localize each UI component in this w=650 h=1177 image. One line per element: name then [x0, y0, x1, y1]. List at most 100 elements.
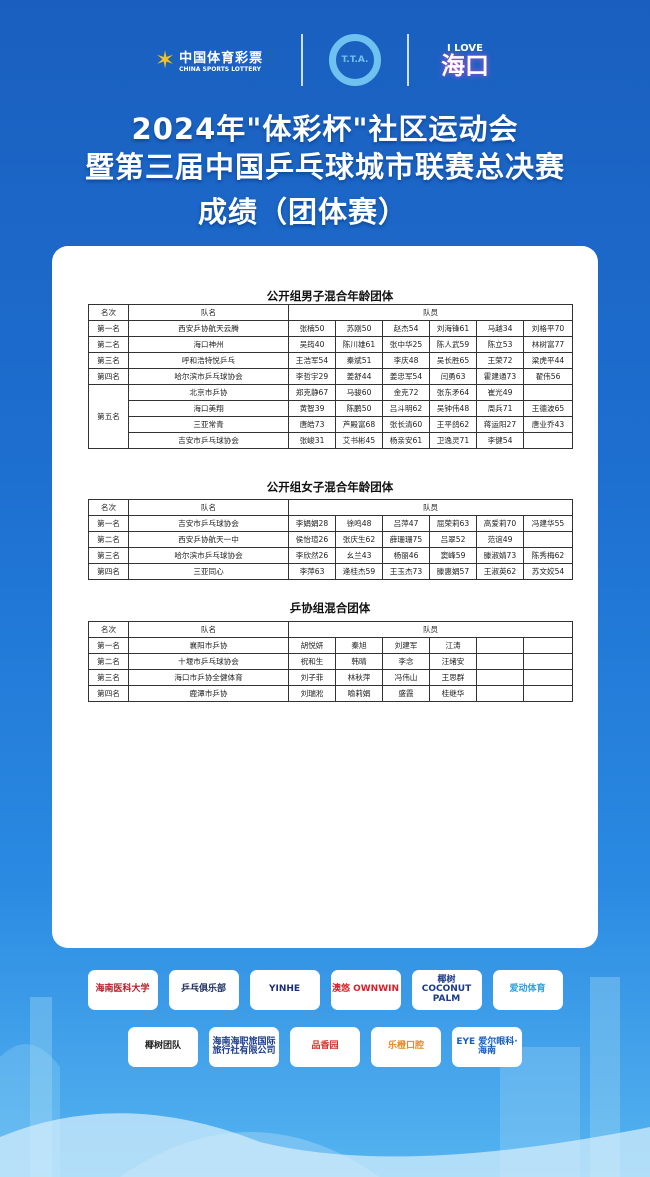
sponsor-logo-text: 爱动体育	[509, 984, 546, 995]
member-cell	[522, 637, 574, 654]
member-cell: 张庆生62	[335, 531, 383, 548]
team-name-cell: 哈尔滨市乒乓球协会	[128, 547, 289, 564]
member-cell: 陈立53	[476, 336, 524, 353]
member-cell: 刘瑞淞	[288, 685, 336, 702]
member-cell: 霍建通73	[476, 368, 524, 385]
sponsor-logo: 椰树团队	[128, 1027, 198, 1067]
table-row: 海口美翔 黄智39 陈鹏50 吕斗明62 吴钟伟48 周兵71 王德波65	[89, 400, 574, 417]
member-cell	[522, 685, 574, 702]
sponsor-logo-text: YINHE	[268, 984, 301, 995]
sponsor-logo: EYE 爱尔眼科·海南	[452, 1027, 522, 1067]
rank-cell: 第二名	[88, 653, 129, 670]
table-row: 第一名 吉安市乒乓球协会 李娟娟28 徐鸣48 吕萍47 屈荣莉63 高爱莉70 冯建华55	[88, 515, 574, 532]
team-name-cell: 三亚常青	[128, 416, 289, 433]
sponsor-row-2: 椰树团队 海南海职旅国际旅行社有限公司 品香园 乐橙口腔 EYE 爱尔眼科·海南	[0, 1027, 650, 1067]
member-cell: 王浩军54	[288, 352, 336, 369]
table-header-row: 名次 队名 队员	[88, 621, 574, 638]
member-cell: 滕淑婧73	[476, 547, 524, 564]
sponsor-row-1: 海南医科大学 乒乓俱乐部 YINHE 澳悠 OWNWIN 椰树 COCONUT PALM…	[0, 970, 650, 1010]
team-name-cell: 海口市乒协全健体育	[128, 669, 289, 686]
member-cell	[522, 432, 574, 449]
rank-cell: 第四名	[88, 368, 129, 385]
table-row: 第四名 三亚同心 李萍63 逄桂杰59 王玉杰73 滕惠娟57 王淑英62 苏文姣54	[88, 563, 574, 580]
table-row: 第三名 哈尔滨市乒乓球协会 李欣然26 幺兰43 杨丽46 窦峰59 滕淑婧73 陈秀梅62	[88, 547, 574, 564]
member-cell: 胡悦妍	[288, 637, 336, 654]
sponsor-logo: 品香园	[290, 1027, 360, 1067]
member-cell: 王玉杰73	[382, 563, 430, 580]
table-row: 第二名 十堰市乒乓球协会 祝和生 韩晴 李念 汪绪安	[88, 653, 574, 670]
member-cell: 吕翠52	[429, 531, 477, 548]
table-row: 三亚常青 唐皓73 芦殿富68 张长清60 王平鸽62 蒋运阳27 唐业乔43	[89, 416, 574, 433]
team-name-cell: 海口神州	[128, 336, 289, 353]
rank-cell: 第二名	[88, 336, 129, 353]
sponsor-logo-text: 乒乓俱乐部	[180, 984, 226, 995]
member-cell: 姜忠军54	[382, 368, 430, 385]
member-cell: 冯伟山	[382, 669, 430, 686]
header-team: 队名	[128, 499, 289, 516]
rank-cell: 第二名	[88, 531, 129, 548]
member-cell: 蒋运阳27	[476, 416, 524, 433]
team-name-cell: 海口美翔	[128, 400, 289, 417]
ilove-top: I LOVE	[446, 42, 484, 54]
member-cell	[476, 669, 524, 686]
header-team: 队名	[128, 304, 289, 321]
member-cell: 杨亲安61	[382, 432, 430, 449]
member-cell: 屈荣莉63	[429, 515, 477, 532]
table-header-row: 名次 队名 队员	[88, 304, 574, 321]
header-rank: 名次	[88, 621, 129, 638]
member-cell: 冯建华55	[522, 515, 574, 532]
member-cell	[522, 531, 574, 548]
member-cell: 黄智39	[288, 400, 336, 417]
member-cell: 陈人武59	[429, 336, 477, 353]
member-cell: 李娟娟28	[288, 515, 336, 532]
member-cell: 祝和生	[288, 653, 336, 670]
member-cell	[522, 669, 574, 686]
table-row: 第五名 北京市乒协 郑克静67 马骏60 金克72 张东矛64 崔光49	[88, 384, 574, 449]
header-members: 队员	[287, 499, 574, 516]
header-members: 队员	[287, 304, 574, 321]
member-cell: 吴长胜65	[429, 352, 477, 369]
member-cell: 张楠50	[288, 320, 336, 337]
ilove-main: 海口	[441, 51, 489, 80]
member-cell: 王平鸽62	[429, 416, 477, 433]
member-cell: 张长清60	[382, 416, 430, 433]
team-name-cell: 呼和浩特悦乒乓	[128, 352, 289, 369]
table-row: 第一名 西安乒协航天云腾 张楠50 苏刚50 赵杰54 刘海锋61 马越34 刘格平70	[88, 320, 574, 337]
member-cell: 周兵71	[476, 400, 524, 417]
team-name-cell: 三亚同心	[128, 563, 289, 580]
member-cell: 崔光49	[476, 384, 524, 401]
member-cell: 幺兰43	[335, 547, 383, 564]
member-cell: 侯怡瑄26	[288, 531, 336, 548]
member-cell: 李庆48	[382, 352, 430, 369]
sponsor-logo-text: 品香园	[311, 1041, 339, 1052]
lottery-star-icon: ✶	[155, 46, 176, 74]
member-cell: 吴钟伟48	[429, 400, 477, 417]
member-cell: 陈川雄61	[335, 336, 383, 353]
rank-cell: 第一名	[88, 320, 129, 337]
member-cell: 桂继华	[429, 685, 477, 702]
member-cell: 刘子菲	[288, 669, 336, 686]
rank-cell: 第三名	[88, 669, 129, 686]
i-love-haikou-logo: I LOVE 海口	[435, 43, 495, 78]
rank-cell: 第四名	[88, 563, 129, 580]
member-cell: 喻莉娟	[335, 685, 383, 702]
member-cell: 吕斗明62	[382, 400, 430, 417]
sponsor-logo: 海南海职旅国际旅行社有限公司	[209, 1027, 279, 1067]
results-table: 名次 队名 队员 第一名 襄阳市乒协 胡悦妍 秦旭 刘建军 江涛 第二名 十堰市乒乓球协会 祝和生 韩晴…	[88, 621, 574, 702]
member-cell: 陈秀梅62	[522, 547, 574, 564]
table-row: 第三名 呼和浩特悦乒乓 王浩军54 秦斌51 李庆48 吴长胜65 王荣72 梁虎平44	[88, 352, 574, 369]
member-cell: 芦殿富68	[335, 416, 383, 433]
table-row: 第二名 海口神州 吴筠40 陈川雄61 张中华25 陈人武59 陈立53 林树富77	[88, 336, 574, 353]
header-logos: ✶ 中国体育彩票 CHINA SPORTS LOTTERY T.T.A. I L…	[0, 32, 650, 88]
sponsor-logo-text: 乐橙口腔	[387, 1041, 424, 1052]
member-cell: 刘格平70	[522, 320, 574, 337]
member-cell: 秦旭	[335, 637, 383, 654]
china-sports-lottery-logo: ✶ 中国体育彩票 CHINA SPORTS LOTTERY	[155, 46, 275, 74]
member-cell: 金克72	[382, 384, 430, 401]
divider	[407, 34, 409, 86]
sponsor-logo: 椰树 COCONUT PALM	[411, 970, 482, 1010]
section-title: 乒协组混合团体	[289, 601, 371, 615]
member-cell: 江涛	[429, 637, 477, 654]
member-cell: 郑克静67	[288, 384, 336, 401]
member-cell: 马越34	[476, 320, 524, 337]
